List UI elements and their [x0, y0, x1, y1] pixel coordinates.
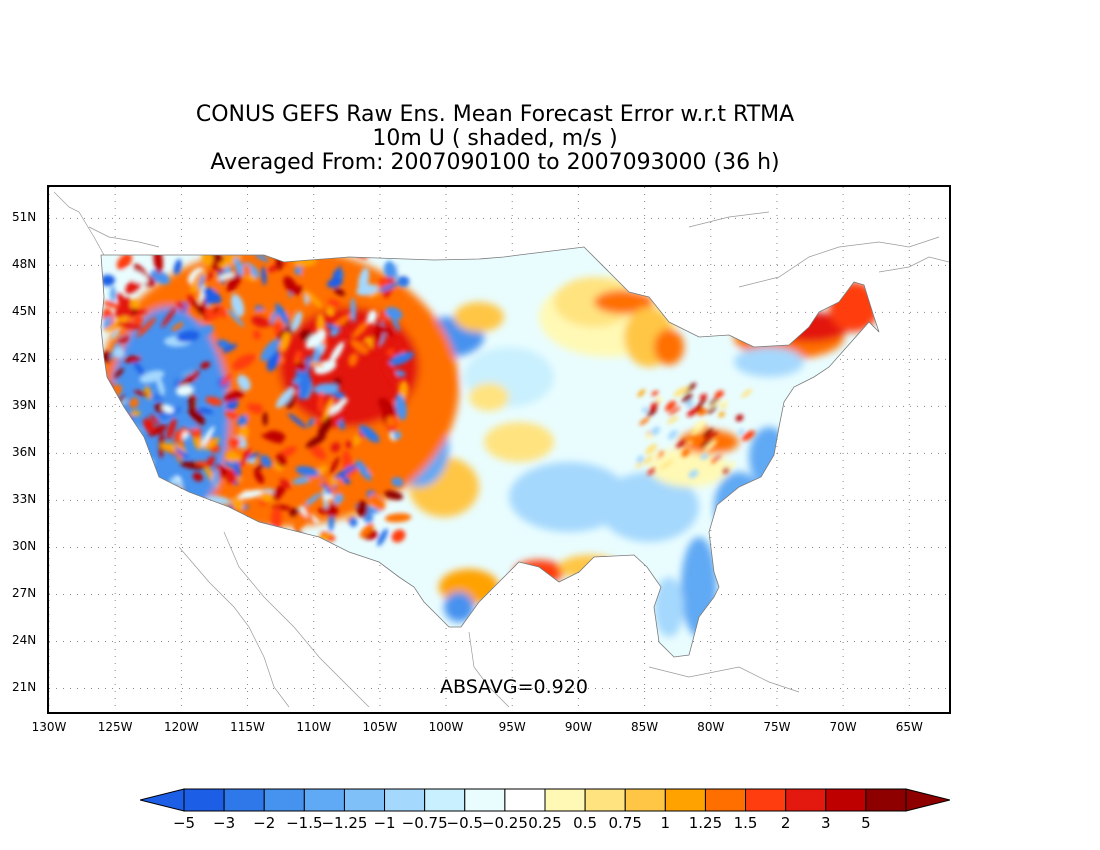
colorbar-swatch	[544, 788, 586, 812]
colorbar-tick-label: −3	[213, 814, 236, 832]
colorbar-tick-label: 5	[861, 814, 871, 832]
lon-tick-label: 105W	[362, 720, 398, 734]
colorbar-tick-label: −0.25	[481, 814, 528, 832]
lon-tick-label: 85W	[631, 720, 659, 734]
colorbar-swatch	[865, 788, 907, 812]
map-canvas	[49, 187, 949, 712]
lat-tick-label: 30N	[12, 539, 37, 554]
colorbar-tick-label: 0.75	[608, 814, 642, 832]
colorbar	[140, 788, 950, 812]
colorbar-tick-label: −2	[253, 814, 276, 832]
colorbar-tick-label: 1.25	[688, 814, 723, 832]
lon-tick-label: 65W	[895, 720, 923, 734]
colorbar-tick-label: −1	[373, 814, 396, 832]
colorbar-tick-label: 0.5	[573, 814, 598, 832]
map-frame	[47, 185, 951, 714]
lat-tick-label: 48N	[12, 257, 37, 272]
lon-tick-label: 130W	[31, 720, 67, 734]
map-title-line-3: Averaged From: 2007090100 to 2007093000 …	[210, 150, 780, 175]
background-coastlines	[53, 191, 949, 708]
lon-tick-label: 90W	[564, 720, 592, 734]
colorbar-swatch	[303, 788, 345, 812]
colorbar-swatch	[223, 788, 265, 812]
colorbar-tick-label: −0.5	[446, 814, 483, 832]
lon-tick-label: 110W	[296, 720, 332, 734]
lon-tick-label: 125W	[97, 720, 133, 734]
lat-tick-label: 36N	[12, 445, 37, 460]
colorbar-swatch	[825, 788, 867, 812]
conus-outline	[100, 246, 880, 658]
map-title-line-2: 10m U ( shaded, m/s )	[372, 126, 618, 151]
colorbar-swatch	[504, 788, 546, 812]
colorbar-swatch	[464, 788, 506, 812]
colorbar-swatch	[664, 788, 706, 812]
lon-tick-label: 95W	[498, 720, 526, 734]
colorbar-swatch	[704, 788, 747, 812]
colorbar-max-arrow	[905, 788, 950, 812]
colorbar-tick-label: 3	[820, 814, 831, 832]
absavg-annotation: ABSAVG=0.920	[440, 676, 588, 698]
lat-tick-label: 27N	[12, 586, 37, 601]
colorbar-swatch	[745, 788, 787, 812]
colorbar-swatch	[183, 788, 225, 812]
colorbar-swatch	[384, 788, 426, 812]
colorbar-swatch	[584, 788, 626, 812]
lon-tick-label: 70W	[829, 720, 857, 734]
lat-tick-label: 39N	[12, 398, 37, 413]
colorbar-tick-label: −0.75	[401, 814, 448, 832]
colorbar-tick-label: −1.5	[286, 814, 323, 832]
forecast-error-field	[101, 247, 879, 657]
lon-tick-label: 115W	[230, 720, 265, 734]
colorbar-tick-label: 2	[780, 814, 791, 832]
lat-tick-label: 33N	[12, 492, 37, 507]
colorbar-swatch	[343, 788, 386, 812]
lon-tick-label: 75W	[763, 720, 791, 734]
colorbar-tick-label: 0.25	[528, 814, 562, 832]
lat-tick-label: 24N	[12, 633, 37, 648]
lon-tick-label: 120W	[163, 720, 199, 734]
lon-tick-label: 80W	[697, 720, 725, 734]
lat-tick-label: 51N	[12, 210, 37, 225]
colorbar-tick-label: −1.25	[321, 814, 368, 832]
colorbar-swatch	[785, 788, 827, 812]
colorbar-min-arrow	[140, 788, 185, 812]
lat-tick-label: 45N	[12, 304, 37, 319]
colorbar-tick-label: 1	[660, 814, 671, 832]
map-title-line-1: CONUS GEFS Raw Ens. Mean Forecast Error …	[195, 102, 795, 127]
colorbar-swatch	[263, 788, 305, 812]
colorbar-swatch	[424, 788, 466, 812]
colorbar-swatch	[624, 788, 666, 812]
lon-tick-label: 100W	[428, 720, 464, 734]
lat-tick-label: 21N	[12, 680, 37, 695]
colorbar-tick-label: 1.5	[733, 814, 758, 832]
lat-tick-label: 42N	[12, 351, 37, 366]
colorbar-tick-label: −5	[172, 814, 196, 832]
